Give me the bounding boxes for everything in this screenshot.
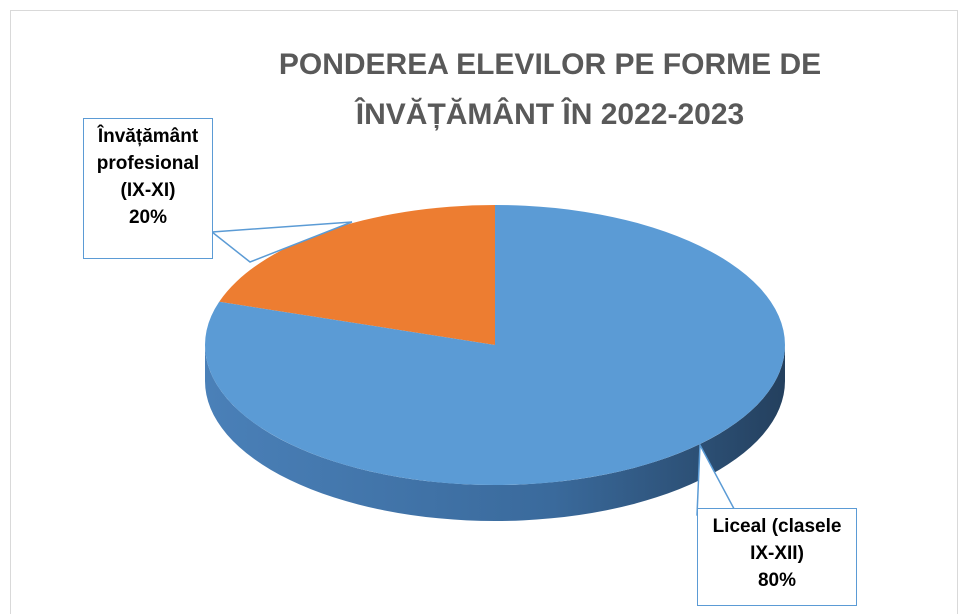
slice-top (205, 205, 785, 486)
data-label: Învățământ profesional (IX-XI) 20% (83, 118, 213, 259)
chart-title: PONDEREA ELEVILOR PE FORME DE ÎNVĂȚĂMÂNT… (278, 48, 822, 131)
slice-side (205, 345, 785, 521)
pie-slice (219, 205, 495, 345)
value-label: 20% (128, 207, 168, 228)
data-label: Liceal (clasele IX-XII) 80% (697, 508, 857, 606)
category-label: Învățământ profesional (IX-XI) (96, 126, 200, 201)
callout-pointer (210, 221, 353, 263)
chart-frame (10, 10, 958, 614)
category-label: Liceal (clasele IX-XII) (712, 516, 842, 564)
value-label: 80% (757, 570, 797, 591)
slice-top (219, 205, 495, 345)
pie-slice (205, 205, 785, 521)
